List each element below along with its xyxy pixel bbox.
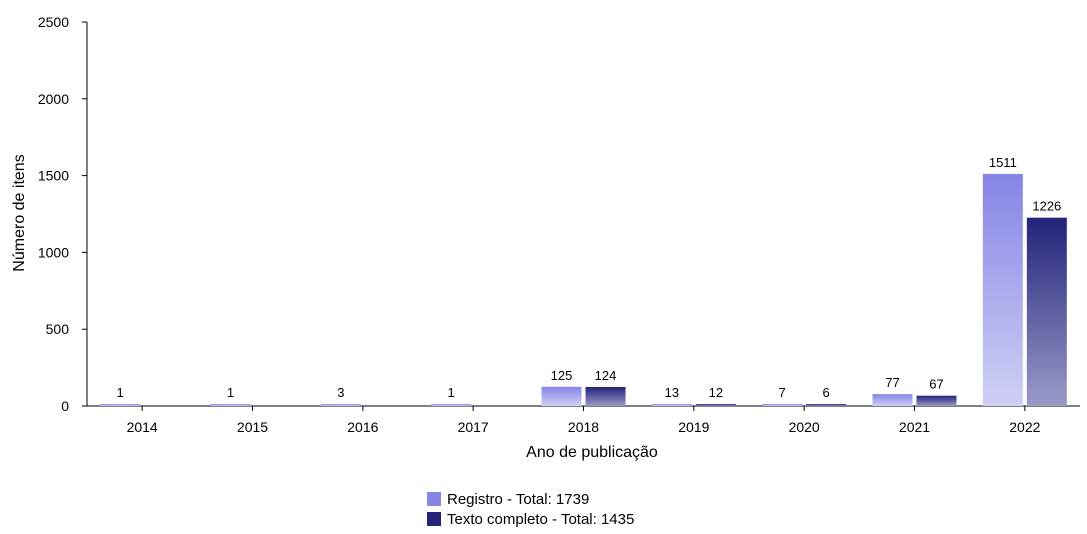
data-label-registro-2020: 7 — [779, 385, 786, 400]
y-tick-label: 1500 — [38, 168, 69, 184]
bar-texto-completo-2019 — [695, 404, 736, 406]
data-label-registro-2015: 1 — [227, 385, 234, 400]
x-tick-label: 2021 — [899, 419, 930, 435]
chart-axes: 0 500 1000 1500 2000 2500 2014 2015 2016 2017 2018… — [38, 14, 1080, 435]
x-tick-label: 2020 — [789, 419, 820, 435]
data-label-registro-2022: 1511 — [989, 155, 1017, 170]
bar-chart: 0 500 1000 1500 2000 2500 2014 2015 2016 2017 2018… — [11, 14, 1080, 461]
data-label-registro-2019: 13 — [665, 385, 679, 400]
bar-registro-2021 — [872, 394, 913, 406]
data-label-texto-completo-2022: 1226 — [1032, 199, 1061, 214]
data-label-texto-completo-2021: 67 — [929, 377, 943, 392]
data-label-registro-2017: 1 — [448, 385, 455, 400]
bar-texto-completo-2021 — [916, 395, 957, 406]
chart-legend: Registro - Total: 1739 Texto completo - … — [427, 489, 634, 529]
x-tick-label: 2014 — [127, 419, 158, 435]
legend-swatch-texto-completo — [427, 512, 441, 526]
data-label-texto-completo-2019: 12 — [709, 385, 723, 400]
data-label-texto-completo-2020: 6 — [823, 385, 830, 400]
bar-registro-2016 — [320, 404, 361, 406]
x-axis-label: Ano de publicação — [526, 444, 658, 461]
bar-registro-2019 — [651, 404, 692, 406]
data-label-texto-completo-2018: 124 — [595, 368, 617, 383]
legend-item-registro: Registro - Total: 1739 — [427, 489, 634, 509]
bar-texto-completo-2020 — [806, 404, 847, 406]
legend-item-texto-completo: Texto completo - Total: 1435 — [427, 509, 634, 529]
bar-registro-2017 — [431, 404, 472, 406]
x-tick-label: 2017 — [458, 419, 489, 435]
data-label-registro-2021: 77 — [885, 375, 899, 390]
chart-bars — [100, 173, 1067, 406]
bar-registro-2022 — [982, 173, 1023, 406]
x-tick-label: 2022 — [1009, 419, 1040, 435]
legend-swatch-registro — [427, 492, 441, 506]
y-tick-label: 500 — [46, 321, 70, 337]
y-tick-label: 2500 — [38, 14, 69, 30]
y-axis-label: Número de itens — [11, 154, 28, 271]
data-label-registro-2018: 125 — [551, 368, 573, 383]
data-label-registro-2014: 1 — [117, 385, 124, 400]
bar-texto-completo-2018 — [585, 386, 626, 406]
y-tick-label: 0 — [61, 398, 69, 414]
bar-texto-completo-2022 — [1026, 217, 1067, 406]
y-tick-label: 1000 — [38, 244, 69, 260]
legend-label-texto-completo: Texto completo - Total: 1435 — [447, 510, 635, 528]
bar-registro-2014 — [100, 404, 141, 406]
legend-label-registro: Registro - Total: 1739 — [447, 490, 590, 508]
x-tick-label: 2015 — [237, 419, 268, 435]
data-label-registro-2016: 3 — [337, 385, 344, 400]
y-tick-label: 2000 — [38, 91, 69, 107]
bar-registro-2020 — [762, 404, 803, 406]
x-tick-label: 2016 — [347, 419, 378, 435]
x-tick-label: 2018 — [568, 419, 599, 435]
bar-registro-2018 — [541, 386, 582, 406]
x-tick-label: 2019 — [678, 419, 709, 435]
bar-registro-2015 — [210, 404, 251, 406]
